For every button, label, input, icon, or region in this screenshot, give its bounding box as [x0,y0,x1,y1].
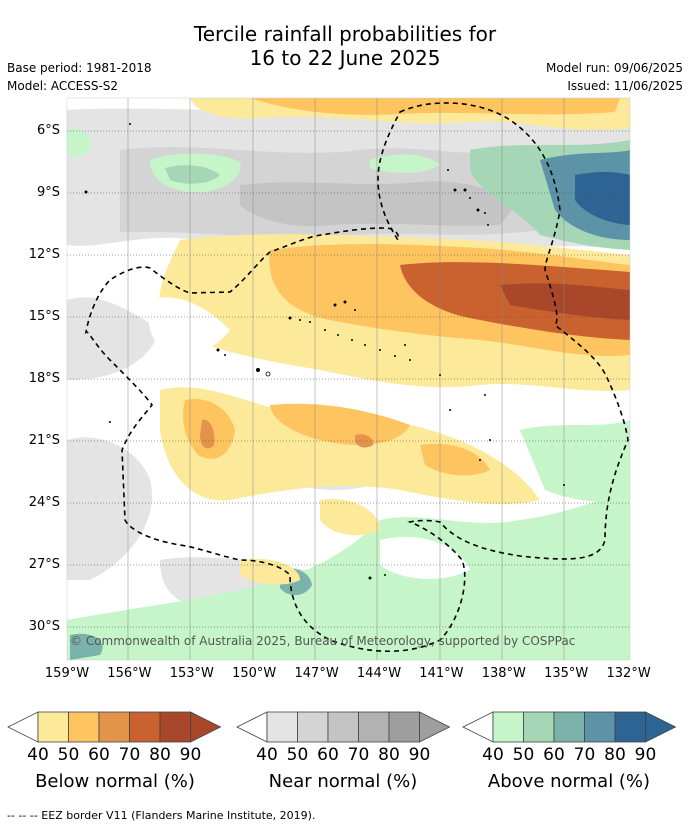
colorbar-segment [68,711,100,743]
colorbar-under-arrow [236,711,268,743]
legend-tick-label: 70 [347,745,370,765]
legend-label-near: Near normal (%) [268,771,418,792]
legend-label-below: Below normal (%) [35,771,195,792]
colorbar-segment [327,711,359,743]
issued-date: Issued: 11/06/2025 [567,79,683,93]
colorbar-segment [98,711,130,743]
title-line-1: Tercile rainfall probabilities for [193,22,497,46]
legend-label-above: Above normal (%) [487,771,651,792]
meta-right: Model run: 09/06/2025 Issued: 11/06/2025 [546,59,683,95]
legend-tick-label: 70 [573,745,596,765]
colorbar-near [236,711,451,743]
lon-tick-label: 132°W [606,666,651,681]
legend-tick-label: 70 [118,745,141,765]
forecast-field [67,98,630,660]
lon-tick-label: 147°W [294,666,339,681]
colorbar-segment [584,711,616,743]
lat-tick-label: 30°S [28,619,60,634]
legend-tick-label: 50 [57,745,80,765]
colorbar-segment [358,711,390,743]
model-run: Model run: 09/06/2025 [545,61,683,75]
legend-colorbars [7,711,677,743]
legend-tick-label: 90 [634,745,657,765]
legend-tick-label: 50 [512,745,535,765]
legend-tick-label: 40 [256,745,278,765]
base-period: Base period: 1981-2018 [7,61,152,75]
colorbar-over-arrow [645,711,677,743]
colorbar-segment [553,711,585,743]
colorbar-above [462,711,677,743]
lat-gridlines [67,130,630,628]
title-line-2: 16 to 22 June 2025 [249,46,441,70]
colorbar-segment [297,711,329,743]
lon-tick-label: 156°W [107,666,152,681]
lat-tick-label: 27°S [28,557,60,572]
legend-tick-label: 80 [604,745,626,765]
colorbar-segment [492,711,524,743]
legend-tick-label: 60 [317,745,339,765]
colorbar-segment [266,711,298,743]
lat-tick-label: 21°S [28,433,60,448]
lon-tick-label: 138°W [481,666,526,681]
legend-tick-label: 90 [179,745,202,765]
colorbar-under-arrow [462,711,494,743]
colorbar-segment [37,711,69,743]
eez-footnote: -- -- -- EEZ border V11 (Flanders Marine… [7,809,316,822]
colorbar-segment [523,711,555,743]
legend-tick-label: 80 [378,745,400,765]
lon-tick-label: 144°W [356,666,402,681]
legend-tick-label: 60 [88,745,110,765]
meta-left: Base period: 1981-2018 Model: ACCESS-S2 [7,59,152,95]
lat-tick-label: 24°S [28,495,60,510]
lat-tick-label: 6°S [36,123,60,138]
legend-tick-label: 80 [149,745,171,765]
legend-tick-label: 40 [27,745,49,765]
model-name: Model: ACCESS-S2 [7,79,119,93]
colorbar-segment [388,711,420,743]
legend-tick-label: 50 [286,745,309,765]
eez-borders [84,102,629,652]
lat-tick-label: 18°S [28,371,60,386]
lon-tick-label: 141°W [419,666,464,681]
legend-tick-label: 40 [482,745,504,765]
legend-tick-label: 60 [543,745,565,765]
colorbar-over-arrow [419,711,451,743]
colorbar-segment [159,711,191,743]
lat-tick-label: 15°S [28,309,60,324]
colorbar-below [7,711,222,743]
colorbar-segment [614,711,646,743]
lon-tick-label: 159°W [44,666,90,681]
lon-tick-label: 153°W [169,666,214,681]
lat-tick-label: 9°S [36,185,60,200]
lon-tick-label: 135°W [544,666,589,681]
colorbar-under-arrow [7,711,39,743]
legend-tick-label: 90 [408,745,431,765]
colorbar-over-arrow [190,711,222,743]
colorbar-segment [129,711,161,743]
map-svg [66,97,631,661]
map-title: Tercile rainfall probabilities for 16 to… [0,22,690,70]
islands [84,123,565,580]
lon-tick-label: 150°W [232,666,277,681]
lat-tick-label: 12°S [28,247,60,262]
copyright-notice: © Commonwealth of Australia 2025, Bureau… [70,634,576,648]
map-panel: © Commonwealth of Australia 2025, Bureau… [28,97,651,681]
